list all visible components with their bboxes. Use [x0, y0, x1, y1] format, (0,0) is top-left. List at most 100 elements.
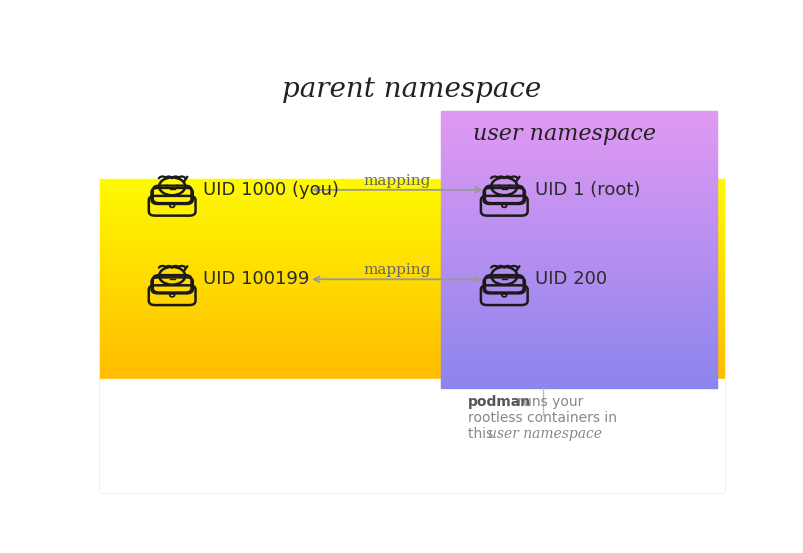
Bar	[441, 276, 716, 277]
Bar	[100, 274, 723, 275]
Bar	[100, 193, 723, 194]
Bar	[441, 327, 716, 328]
Bar	[100, 327, 723, 328]
Bar	[441, 333, 716, 335]
Bar	[100, 326, 723, 327]
Bar	[441, 288, 716, 289]
Bar	[100, 432, 723, 434]
Bar	[100, 220, 723, 221]
Bar	[100, 268, 723, 269]
Bar	[441, 321, 716, 322]
Bar	[441, 290, 716, 291]
Bar	[100, 312, 723, 313]
Bar	[100, 436, 723, 437]
Bar	[100, 257, 723, 258]
Bar	[441, 366, 716, 367]
Bar	[100, 437, 723, 438]
Bar	[100, 420, 723, 421]
Bar	[441, 292, 716, 293]
Bar	[100, 320, 723, 321]
Bar	[100, 202, 723, 203]
Bar	[441, 138, 716, 139]
Bar	[441, 303, 716, 304]
Bar	[441, 238, 716, 239]
Bar	[100, 484, 723, 485]
Bar	[441, 371, 716, 372]
Bar	[100, 349, 723, 350]
Bar	[441, 145, 716, 146]
Bar	[100, 383, 723, 384]
Bar	[441, 343, 716, 345]
Bar	[441, 349, 716, 350]
Bar	[441, 131, 716, 132]
Bar	[100, 427, 723, 429]
Bar	[441, 217, 716, 218]
Bar	[100, 424, 723, 425]
Bar	[100, 464, 723, 465]
Bar	[100, 322, 723, 323]
Bar	[100, 267, 723, 268]
Bar	[100, 370, 723, 371]
Bar	[441, 357, 716, 358]
Bar	[100, 393, 723, 394]
Bar	[441, 306, 716, 307]
Bar	[441, 112, 716, 113]
Bar	[100, 368, 723, 369]
Bar	[100, 317, 723, 318]
Bar	[100, 304, 723, 305]
Bar	[100, 422, 723, 423]
Text: UID 100199: UID 100199	[203, 270, 309, 288]
Circle shape	[507, 274, 511, 276]
Bar	[100, 221, 723, 222]
Bar	[441, 307, 716, 309]
Bar	[441, 296, 716, 298]
Bar	[441, 135, 716, 136]
Bar	[100, 413, 723, 414]
Bar	[441, 179, 716, 180]
Bar	[100, 244, 723, 245]
Bar	[441, 259, 716, 260]
Bar	[100, 398, 723, 399]
Bar	[100, 247, 723, 248]
Bar	[441, 173, 716, 174]
Text: runs your: runs your	[512, 395, 583, 409]
Bar	[441, 346, 716, 347]
Bar	[100, 269, 723, 270]
Bar	[441, 157, 716, 158]
Bar	[441, 336, 716, 337]
Bar	[100, 233, 723, 234]
Bar	[100, 306, 723, 307]
Bar	[100, 217, 723, 218]
Bar	[100, 410, 723, 411]
Bar	[441, 272, 716, 273]
Bar	[441, 377, 716, 378]
Bar	[100, 197, 723, 198]
Bar	[100, 321, 723, 322]
Bar	[441, 248, 716, 249]
Bar	[100, 399, 723, 400]
Bar	[100, 455, 723, 456]
Bar	[441, 253, 716, 254]
Bar	[100, 359, 723, 361]
Bar	[441, 228, 716, 229]
Bar	[441, 182, 716, 183]
Bar	[100, 200, 723, 201]
Bar	[100, 205, 723, 206]
Bar	[100, 288, 723, 289]
Bar	[100, 265, 723, 266]
Bar	[441, 304, 716, 305]
Bar	[100, 225, 723, 226]
Bar	[100, 352, 723, 353]
Bar	[441, 382, 716, 383]
Bar	[100, 421, 723, 422]
Bar	[100, 292, 723, 293]
Bar	[441, 162, 716, 163]
Bar	[100, 242, 723, 243]
Bar	[100, 434, 723, 435]
Bar	[100, 323, 723, 324]
Bar	[100, 345, 723, 346]
Bar	[441, 324, 716, 325]
Bar	[100, 199, 723, 200]
Bar	[100, 384, 723, 385]
Bar	[441, 350, 716, 351]
